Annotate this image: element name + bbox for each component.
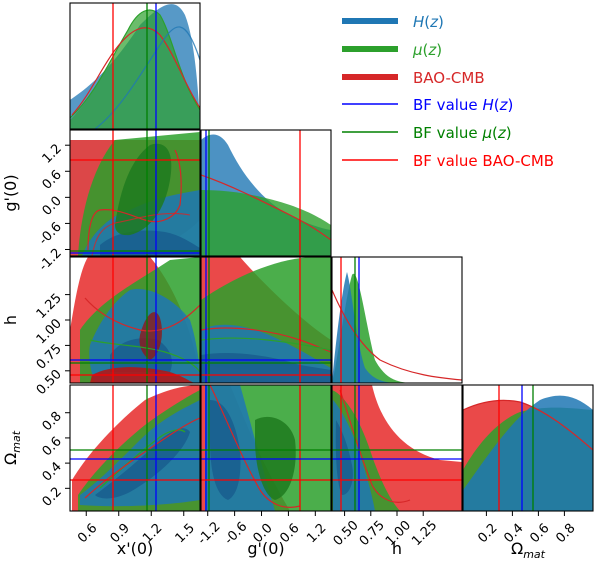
panel-frame-10 [69, 129, 201, 257]
panel-g0-marginal [201, 130, 331, 256]
svg-text:BF value μ(z): BF value μ(z) [413, 124, 512, 142]
contour-line-mu [201, 337, 331, 351]
x-axis-label-h: h [392, 539, 402, 558]
contour-line-mu [89, 339, 200, 373]
legend-entry-bao: BAO-CMB [342, 69, 485, 87]
panel-frame-30 [69, 384, 201, 512]
x-axis-label-x0: x'(0) [117, 539, 154, 558]
marginal-curve-bao [463, 399, 593, 451]
marginal-fill-H [332, 272, 395, 383]
legend-entry-bf-mu: BF value μ(z) [342, 124, 512, 142]
legend-entry-H: H(z) [342, 13, 444, 31]
legend-entry-mu: μ(z) [342, 41, 442, 59]
svg-text:μ(z): μ(z) [412, 41, 442, 59]
y-tick-label-h-3: 1.25 [34, 291, 65, 322]
panel-x0-marginal [70, 3, 200, 129]
y-tick-label-h-1: 0.75 [34, 342, 65, 373]
contour-H-68 [95, 428, 190, 499]
legend-label-bao: BAO-CMB [413, 69, 485, 87]
panel-frame-33 [462, 384, 594, 512]
x-tick-label-g0-4: 1.2 [304, 521, 329, 546]
panel-h-vs-x0 [70, 257, 200, 383]
panel-h-vs-g0 [201, 257, 331, 383]
marginal-curve-bao [332, 289, 462, 381]
legend-entry-bf-H: BF value H(z) [342, 96, 513, 114]
x-axis-label-g0: g'(0) [247, 539, 284, 558]
contour-line-bao [84, 297, 200, 332]
y-tick-label-g0-2: 0.0 [40, 194, 65, 219]
panel-om-vs-g0 [201, 385, 331, 511]
panel-g0-vs-x0 [70, 130, 200, 256]
x-tick-label-h-0: 0.50 [331, 518, 362, 549]
y-axis-label-h: h [1, 315, 20, 325]
y-tick-label-om-2: 0.6 [40, 434, 65, 459]
legend-entry-bf-bao: BF value BAO-CMB [342, 152, 554, 170]
marginal-curve-H [94, 26, 200, 129]
x-tick-label-x0-0: 0.6 [75, 521, 100, 546]
y-axis-label-g0: g'(0) [1, 174, 20, 211]
y-axis-label-om: Ωmat [1, 430, 23, 465]
panel-frame-22 [331, 256, 463, 384]
marginal-fill-mu [201, 190, 331, 256]
y-tick-label-g0-0: -1.2 [36, 246, 65, 275]
x-tick-label-h-1: 0.75 [357, 518, 388, 549]
svg-text:BF value H(z): BF value H(z) [413, 96, 513, 114]
x-tick-label-om-3: 0.8 [553, 521, 578, 546]
contour-mu-68 [99, 429, 186, 489]
legend: H(z) μ(z) BAO-CMB BF value H(z) BF value… [342, 13, 554, 170]
x-tick-label-h-3: 1.25 [409, 518, 440, 549]
marginal-curve-mu [70, 9, 200, 119]
contour-line-bao-68 [87, 149, 182, 251]
marginal-curve-bao [71, 27, 200, 116]
y-tick-label-g0-1: -0.6 [36, 220, 65, 249]
panel-frame-21 [200, 256, 332, 384]
y-tick-label-g0-3: 0.6 [40, 167, 65, 192]
contour-line-bao [84, 417, 200, 499]
contour-line-bao-95 [91, 212, 191, 256]
contour-line-bao [209, 385, 301, 508]
panel-frame-31 [200, 384, 332, 512]
svg-text:H(z): H(z) [413, 13, 444, 31]
contour-line-bao [339, 389, 411, 503]
legend-label-bf-bao: BF value BAO-CMB [413, 152, 554, 170]
x-tick-label-x0-3: 1.5 [173, 521, 198, 546]
panel-om-marginal [463, 385, 593, 511]
y-tick-label-h-2: 1.00 [34, 316, 65, 347]
panel-frame-00 [69, 2, 201, 130]
x-tick-label-g0-0: -1.2 [195, 519, 224, 548]
panel-om-vs-x0 [70, 385, 200, 511]
x-tick-label-om-2: 0.6 [527, 521, 552, 546]
x-tick-label-g0-1: -0.6 [222, 519, 251, 548]
contour-H-68 [100, 230, 200, 256]
y-tick-label-om-3: 0.8 [40, 409, 65, 434]
y-tick-label-g0-4: 1.2 [40, 141, 65, 166]
panel-frame-11 [200, 129, 332, 257]
marginal-curve-bao [201, 174, 331, 241]
panel-h-marginal [332, 257, 462, 383]
contour-mu-68 [115, 143, 172, 236]
marginal-fill-mu [70, 10, 200, 129]
contour-H-68 [335, 420, 353, 495]
y-tick-label-h-0: 0.50 [34, 367, 65, 398]
y-tick-label-om-1: 0.4 [40, 459, 65, 484]
x-tick-label-om-0: 0.2 [475, 521, 500, 546]
y-tick-label-om-0: 0.2 [40, 485, 65, 510]
panel-om-vs-h [332, 385, 462, 511]
